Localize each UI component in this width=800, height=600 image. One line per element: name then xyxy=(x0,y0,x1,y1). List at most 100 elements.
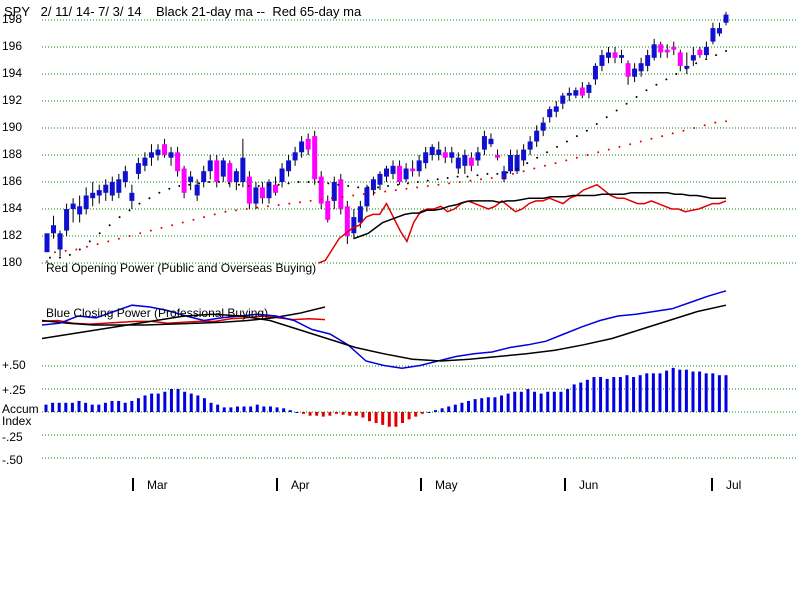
candle-body xyxy=(468,157,474,166)
candle-body xyxy=(175,152,181,172)
red-opening-power-line xyxy=(318,183,727,264)
accum-bar xyxy=(513,391,517,412)
ma21-point xyxy=(406,182,409,185)
accum-bar xyxy=(249,406,253,412)
candle-body xyxy=(299,141,305,153)
ma21-point xyxy=(486,172,489,175)
ma21-point xyxy=(337,183,340,186)
y-tick-label: 188 xyxy=(2,147,23,161)
ma65-point xyxy=(128,235,131,237)
candle-body xyxy=(188,176,194,182)
candle-body xyxy=(703,47,709,56)
candle-body xyxy=(51,225,57,234)
ma21-point xyxy=(287,182,290,185)
ma21-point xyxy=(506,171,509,174)
ma21-point xyxy=(595,122,598,125)
candle-body xyxy=(370,179,376,191)
accum-bar xyxy=(671,367,675,412)
candle-body xyxy=(521,149,527,161)
accum-bar xyxy=(84,402,88,412)
candle-body xyxy=(442,152,448,158)
accum-bar xyxy=(473,399,477,412)
candle-body xyxy=(664,49,670,53)
candle-body xyxy=(638,63,644,72)
month-label: Apr xyxy=(291,478,310,492)
ma21-point xyxy=(138,202,141,205)
ma21-point xyxy=(456,175,459,178)
y-tick-label: 182 xyxy=(2,228,23,242)
accum-bar xyxy=(150,393,154,412)
price-gridlines xyxy=(42,19,798,459)
chart-title: SPY 2/ 11/ 14- 7/ 3/ 14 Black 21-day ma … xyxy=(4,4,362,19)
accum-bar xyxy=(235,406,239,412)
candle-body xyxy=(488,138,494,145)
ma21-point xyxy=(556,145,558,148)
ma21-point xyxy=(327,182,330,185)
accum-bar xyxy=(163,391,167,412)
ma21-point xyxy=(188,183,191,186)
accum-bar xyxy=(605,378,609,412)
accum-bar xyxy=(698,371,702,412)
ma21-point xyxy=(387,185,389,188)
ma65-point xyxy=(501,175,504,178)
ma21-point xyxy=(178,185,181,188)
candle-body xyxy=(135,163,141,174)
candle-body xyxy=(390,165,396,174)
accum-bar xyxy=(348,412,352,416)
ma21-point xyxy=(476,174,479,177)
candle-body xyxy=(377,173,383,185)
accum-bar xyxy=(546,391,550,412)
accum-bar xyxy=(103,402,107,412)
ma65-point xyxy=(320,198,323,201)
accum-bar xyxy=(414,412,418,417)
ma65-point xyxy=(448,182,451,185)
ma65-point xyxy=(256,206,259,209)
candle-body xyxy=(410,168,416,172)
ma21-point xyxy=(357,186,360,189)
accum-bar xyxy=(691,371,695,412)
candle-body xyxy=(331,182,337,201)
ma65-point xyxy=(352,194,355,197)
ma65-point xyxy=(288,202,291,205)
month-label: Jul xyxy=(726,478,742,492)
candle-body xyxy=(534,130,540,142)
ma65-point xyxy=(437,183,440,186)
black-ma-line xyxy=(353,192,726,240)
candle-body xyxy=(403,168,409,180)
candle-body xyxy=(194,184,200,196)
candle-body xyxy=(619,55,625,58)
accum-bar xyxy=(704,373,708,412)
y-tick-label: 184 xyxy=(2,201,23,215)
ma21-point xyxy=(396,183,399,186)
candle-body xyxy=(605,52,611,58)
accum-bar xyxy=(427,412,431,413)
ma21-point xyxy=(198,182,201,185)
candle-body xyxy=(514,155,520,172)
candle-body xyxy=(723,14,729,23)
candle-body xyxy=(592,65,598,80)
blue-closing-power-label: Blue Closing Power (Professional Buying) xyxy=(46,306,269,320)
ma21-point xyxy=(546,151,549,154)
accum-bar xyxy=(645,373,649,412)
ma21-point xyxy=(585,129,588,132)
ma65-point xyxy=(394,189,397,192)
candle-body xyxy=(70,203,76,209)
candle-body xyxy=(103,184,109,193)
ma65-point xyxy=(639,140,642,143)
candle-body xyxy=(697,49,703,56)
ma21-point xyxy=(516,167,519,170)
ma21-point xyxy=(426,179,429,182)
ma65-point xyxy=(618,145,621,148)
accum-tick-label: +.25 xyxy=(2,383,26,397)
candle-body xyxy=(677,52,683,66)
candle-body xyxy=(279,168,285,182)
ma21-point xyxy=(496,172,499,175)
accum-bar xyxy=(361,412,365,418)
accum-bar xyxy=(222,407,226,412)
candle-body xyxy=(266,182,272,199)
accum-bar xyxy=(678,369,682,412)
accum-bar xyxy=(268,406,272,412)
candle-body xyxy=(246,176,252,204)
accum-bar xyxy=(539,393,543,412)
